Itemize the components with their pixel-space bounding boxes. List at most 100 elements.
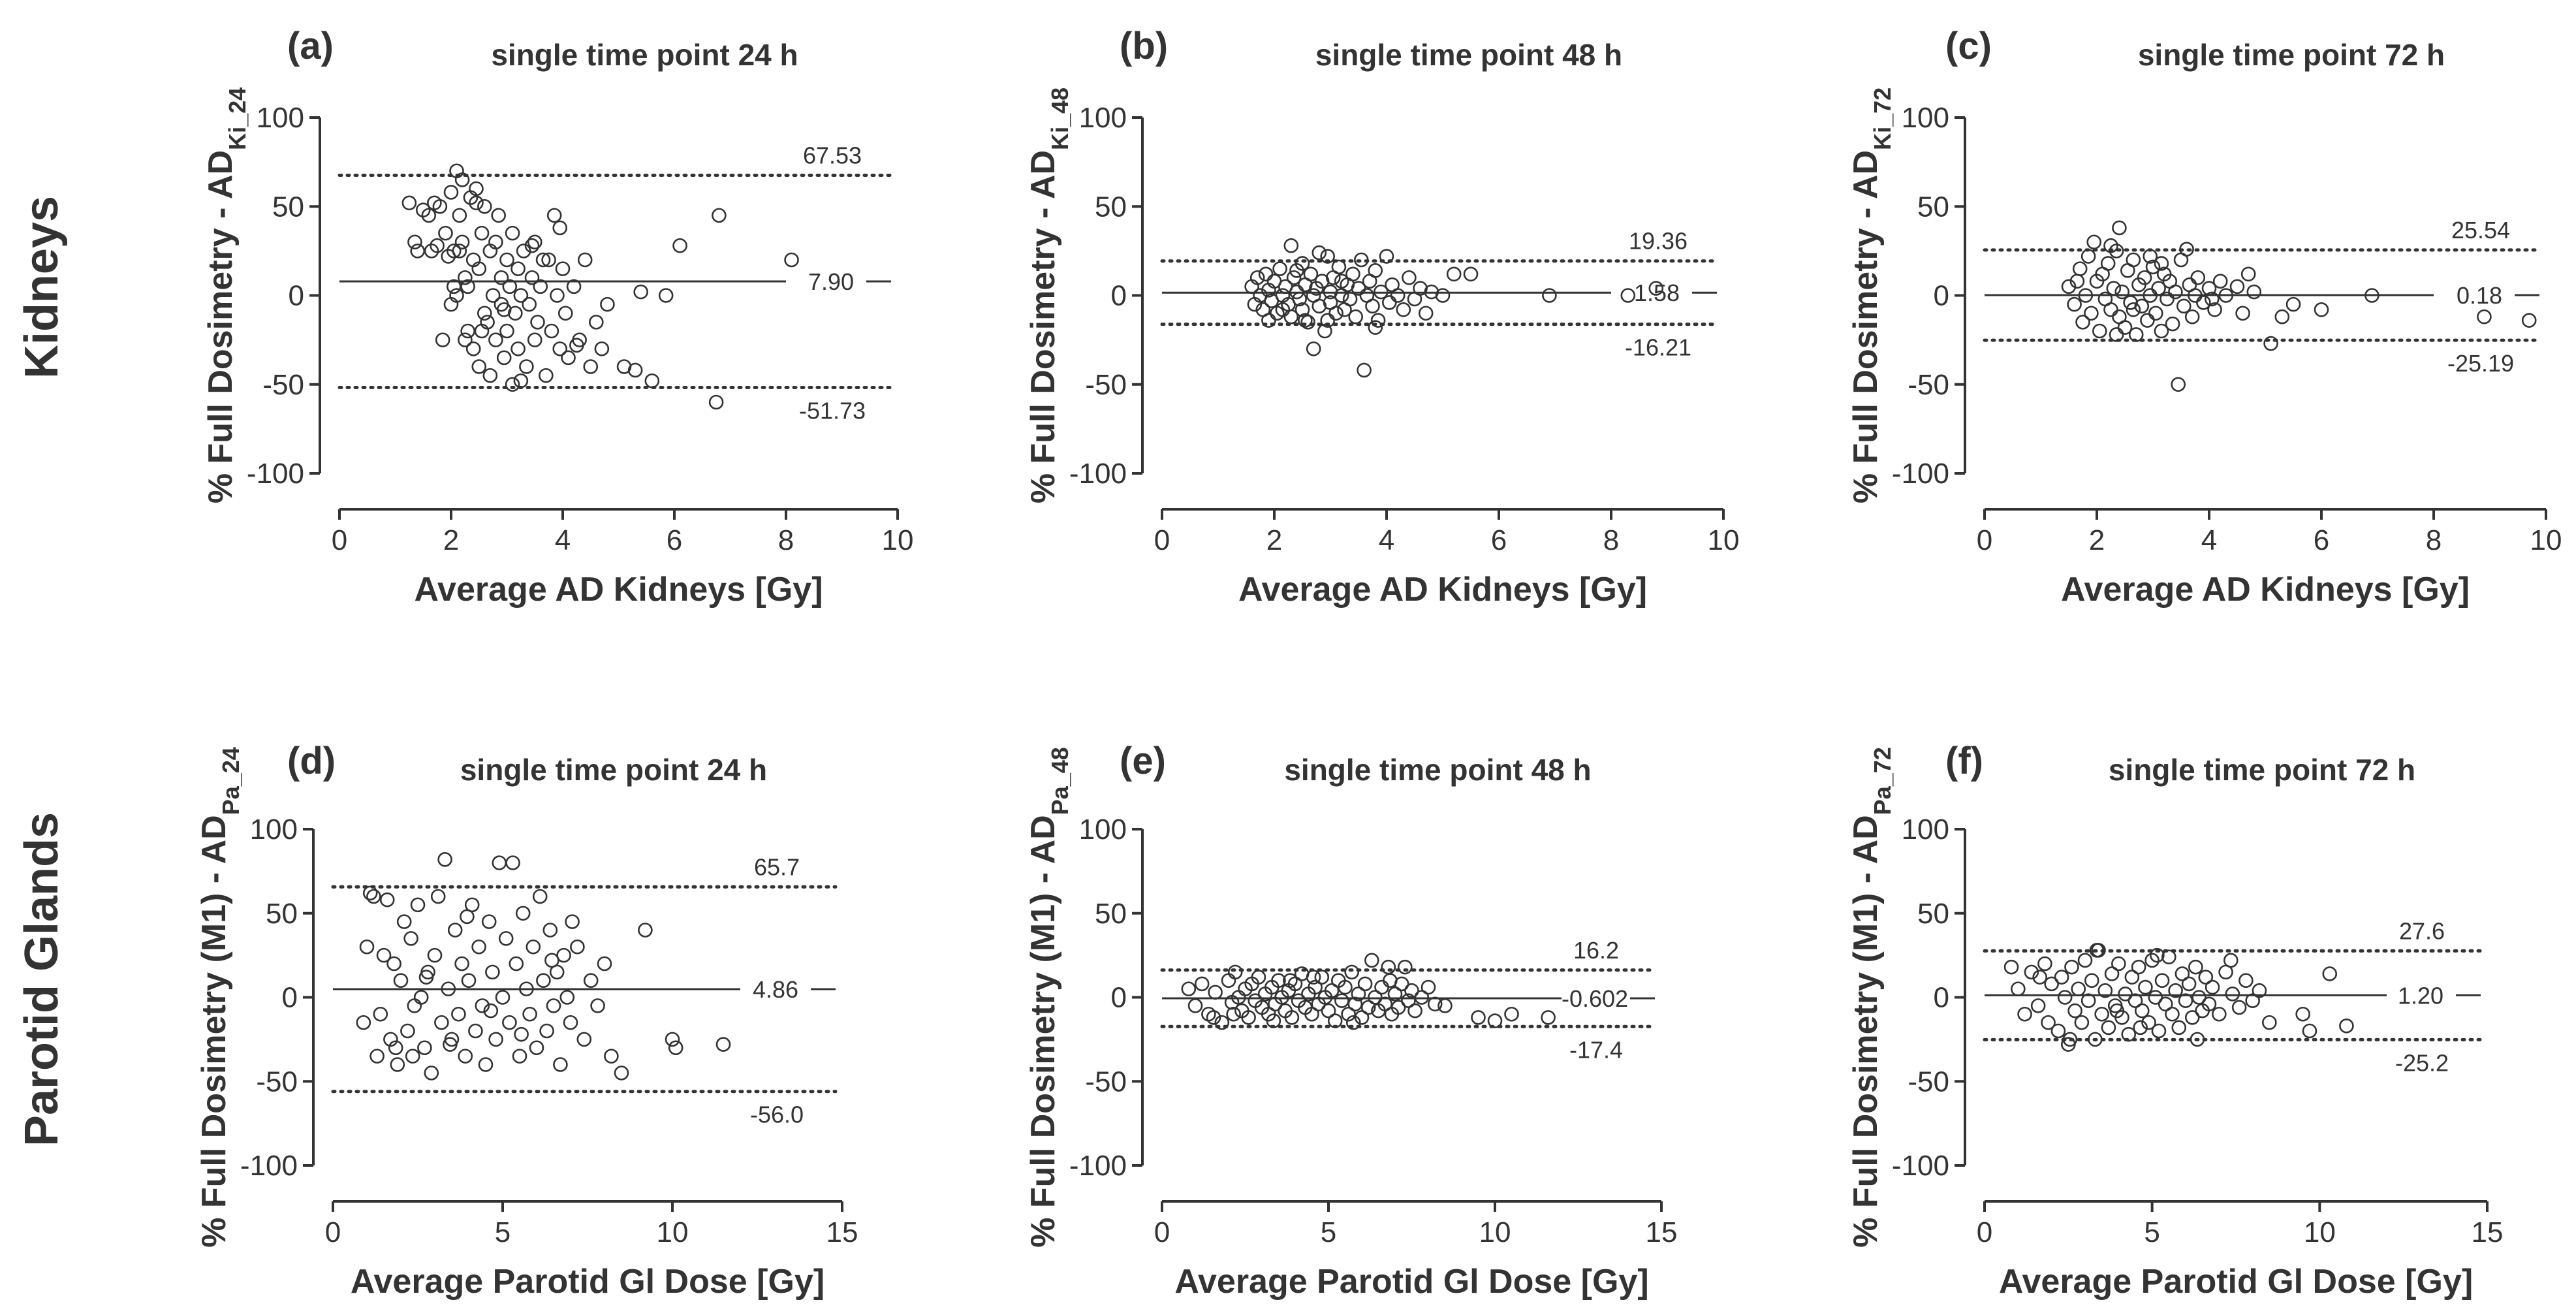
- data-point: [2238, 973, 2254, 989]
- data-point: [2205, 291, 2220, 307]
- panel-title: single time point 48 h: [1284, 753, 1591, 787]
- data-point: [2141, 1015, 2156, 1030]
- data-point: [544, 953, 559, 968]
- mean-label: 4.86: [753, 976, 798, 1003]
- data-point: [430, 238, 445, 253]
- data-point: [2011, 981, 2026, 996]
- lower-loa-label: -25.2: [2395, 1049, 2449, 1076]
- data-point: [435, 332, 450, 347]
- data-point: [477, 306, 492, 321]
- data-point: [1390, 288, 1406, 303]
- data-point: [496, 350, 512, 366]
- y-tick-label: 0: [289, 280, 304, 312]
- y-tick-label: 50: [1095, 191, 1127, 223]
- data-point: [492, 855, 507, 870]
- data-point: [2161, 949, 2176, 964]
- data-point: [1345, 1015, 1361, 1030]
- x-tick-label: 10: [1708, 524, 1740, 556]
- data-point: [1471, 1010, 1486, 1025]
- data-point: [460, 279, 475, 294]
- data-point: [2207, 302, 2222, 317]
- panel-a: (a) single time point 24 h -100 -50 0 50 100 0 2…: [202, 25, 913, 609]
- data-point: [558, 306, 573, 321]
- data-point: [2138, 979, 2153, 995]
- data-point: [2240, 266, 2256, 282]
- data-point: [1344, 964, 1359, 980]
- data-point: [2100, 256, 2116, 271]
- data-point: [1214, 1015, 1230, 1030]
- data-point: [1206, 1010, 1221, 1025]
- data-point: [527, 234, 542, 250]
- data-point: [627, 362, 643, 378]
- data-point: [1292, 291, 1307, 307]
- data-point: [2103, 238, 2118, 253]
- data-point: [1541, 1010, 1556, 1025]
- data-points: [401, 163, 799, 410]
- data-point: [477, 198, 492, 214]
- data-point: [597, 956, 612, 972]
- data-point: [410, 244, 426, 259]
- data-point: [2191, 990, 2207, 1005]
- data-point: [2092, 323, 2107, 339]
- y-axis-label-subscript: Ki_72: [1869, 87, 1896, 150]
- data-point: [522, 1006, 537, 1022]
- data-point: [1368, 263, 1383, 278]
- y-tick-label: 100: [250, 814, 298, 846]
- data-point: [513, 373, 529, 388]
- x-tick-label: 10: [2530, 524, 2562, 556]
- data-point: [2078, 288, 2094, 303]
- data-point: [2104, 966, 2120, 981]
- x-tick-label: 0: [1154, 524, 1170, 556]
- data-point: [2205, 979, 2220, 995]
- data-point: [2339, 1018, 2354, 1034]
- y-tick-label: -50: [1908, 1066, 1949, 1098]
- data-point: [2081, 993, 2096, 1008]
- data-point: [373, 1006, 388, 1022]
- data-point: [577, 252, 593, 268]
- data-point: [2364, 288, 2380, 303]
- data-points: [1181, 953, 1556, 1030]
- data-point: [359, 939, 375, 955]
- data-point: [2094, 1006, 2109, 1022]
- data-point: [1187, 998, 1203, 1013]
- data-point: [1286, 270, 1302, 285]
- y-tick-label: 0: [1934, 982, 1949, 1014]
- data-point: [2477, 309, 2492, 324]
- data-point: [1383, 973, 1398, 989]
- y-axis-label-main: % Full Dosimetry - AD: [1024, 150, 1062, 503]
- data-point: [2263, 336, 2278, 351]
- data-point: [410, 897, 426, 913]
- data-point: [430, 889, 446, 904]
- data-point: [407, 998, 422, 1013]
- data-point: [1377, 996, 1392, 1012]
- data-point: [424, 244, 439, 259]
- data-point: [474, 323, 490, 339]
- data-point: [2144, 953, 2160, 968]
- data-point: [475, 998, 490, 1013]
- data-point: [532, 889, 548, 904]
- data-point: [1241, 1010, 1256, 1025]
- data-point: [2057, 990, 2073, 1005]
- x-axis-label: Average Parotid Gl Dose [Gy]: [351, 1263, 825, 1301]
- data-point: [434, 1015, 449, 1030]
- data-point: [2126, 302, 2141, 317]
- data-point: [469, 181, 484, 197]
- data-point: [633, 284, 649, 300]
- data-point: [712, 208, 727, 223]
- x-tick-label: 10: [1479, 1216, 1511, 1248]
- data-point: [2067, 296, 2082, 312]
- data-point: [2072, 261, 2088, 276]
- data-point: [1351, 987, 1366, 1002]
- panel-letter: (b): [1120, 25, 1168, 67]
- data-point: [1648, 281, 1664, 296]
- data-point: [2262, 1015, 2277, 1030]
- data-point: [2196, 295, 2211, 310]
- data-point: [513, 288, 529, 303]
- x-axis-label: Average Parotid Gl Dose [Gy]: [1174, 1263, 1648, 1301]
- data-point: [2097, 983, 2113, 998]
- data-point: [454, 172, 470, 187]
- y-tick-label: 100: [1079, 814, 1127, 846]
- x-axis-label: Average AD Kidneys [Gy]: [2061, 571, 2470, 609]
- data-point: [1396, 302, 1411, 317]
